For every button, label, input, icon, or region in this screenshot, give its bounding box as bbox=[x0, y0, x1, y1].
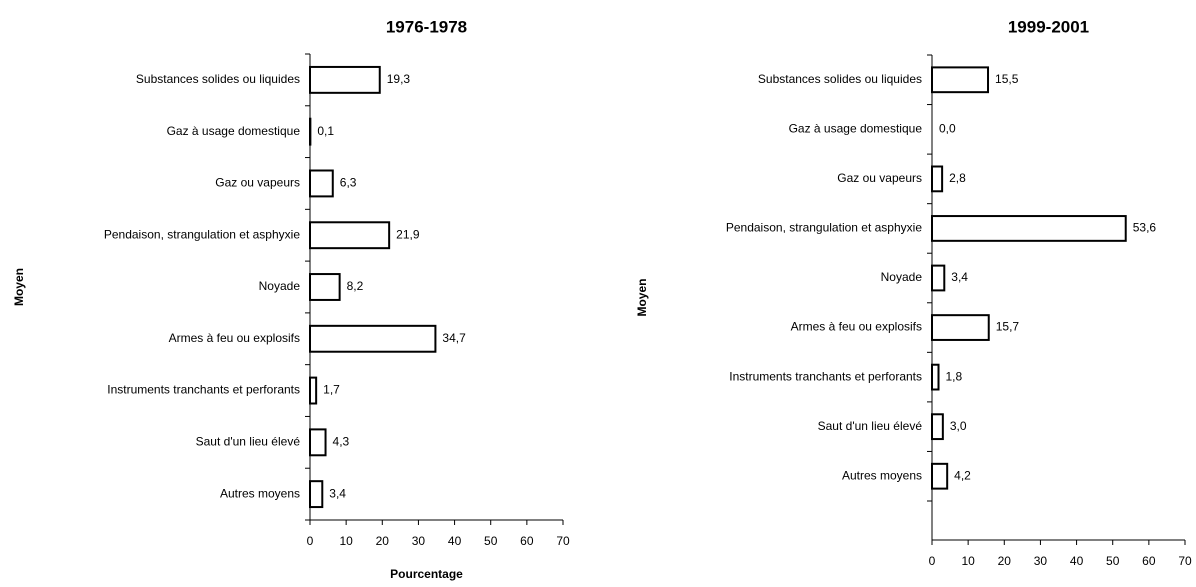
value-label: 1,7 bbox=[323, 383, 340, 397]
bar bbox=[310, 481, 322, 507]
x-tick-label: 20 bbox=[376, 534, 390, 548]
bar bbox=[932, 67, 988, 92]
y-tick-label: Gaz à usage domestique bbox=[167, 124, 301, 138]
x-tick-label: 0 bbox=[929, 554, 936, 568]
bar bbox=[310, 326, 435, 352]
value-label: 21,9 bbox=[396, 227, 420, 241]
y-tick-label: Noyade bbox=[259, 279, 301, 293]
bar bbox=[932, 365, 939, 390]
value-label: 8,2 bbox=[347, 279, 364, 293]
x-tick-label: 40 bbox=[448, 534, 462, 548]
y-tick-label: Gaz ou vapeurs bbox=[837, 171, 922, 185]
value-label: 15,5 bbox=[995, 72, 1019, 86]
y-tick-label: Autres moyens bbox=[842, 468, 922, 482]
y-tick-label: Substances solides ou liquides bbox=[136, 72, 300, 86]
chart-title: 1976-1978 bbox=[386, 17, 467, 36]
x-tick-label: 70 bbox=[1178, 554, 1192, 568]
x-tick-label: 0 bbox=[307, 534, 314, 548]
x-tick-label: 70 bbox=[556, 534, 570, 548]
x-tick-label: 30 bbox=[1034, 554, 1048, 568]
y-tick-label: Substances solides ou liquides bbox=[758, 72, 922, 86]
y-tick-label: Saut d'un lieu élevé bbox=[818, 419, 923, 433]
y-axis-title: Moyen bbox=[12, 268, 26, 306]
x-tick-label: 60 bbox=[520, 534, 534, 548]
value-label: 53,6 bbox=[1133, 221, 1157, 235]
y-tick-label: Saut d'un lieu élevé bbox=[196, 435, 301, 449]
y-tick-label: Autres moyens bbox=[220, 486, 300, 500]
bar bbox=[932, 464, 947, 489]
bar bbox=[310, 429, 326, 455]
x-tick-label: 60 bbox=[1142, 554, 1156, 568]
value-label: 6,3 bbox=[340, 176, 357, 190]
bar bbox=[310, 274, 340, 300]
chart-title: 1999-2001 bbox=[1008, 17, 1089, 36]
y-tick-label: Instruments tranchants et perforants bbox=[729, 369, 922, 383]
x-axis-title: Pourcentage bbox=[390, 567, 463, 581]
y-tick-label: Gaz à usage domestique bbox=[789, 122, 923, 136]
bar bbox=[932, 167, 942, 192]
y-tick-label: Armes à feu ou explosifs bbox=[169, 331, 300, 345]
bar bbox=[932, 266, 944, 291]
x-tick-label: 50 bbox=[1106, 554, 1120, 568]
bar bbox=[932, 414, 943, 439]
value-label: 4,2 bbox=[954, 468, 971, 482]
x-tick-label: 50 bbox=[484, 534, 498, 548]
value-label: 15,7 bbox=[996, 320, 1020, 334]
bar bbox=[932, 216, 1126, 241]
y-tick-label: Armes à feu ou explosifs bbox=[791, 320, 922, 334]
bar bbox=[310, 378, 316, 404]
y-tick-label: Instruments tranchants et perforants bbox=[107, 383, 300, 397]
bar bbox=[310, 171, 333, 197]
bar bbox=[310, 67, 380, 93]
value-label: 3,4 bbox=[951, 270, 968, 284]
x-tick-label: 10 bbox=[961, 554, 975, 568]
y-tick-label: Noyade bbox=[881, 270, 923, 284]
value-label: 0,0 bbox=[939, 122, 956, 136]
value-label: 0,1 bbox=[317, 124, 334, 138]
value-label: 19,3 bbox=[387, 72, 411, 86]
value-label: 1,8 bbox=[946, 369, 963, 383]
value-label: 2,8 bbox=[949, 171, 966, 185]
value-label: 4,3 bbox=[333, 435, 350, 449]
value-label: 3,4 bbox=[329, 486, 346, 500]
x-tick-label: 10 bbox=[339, 534, 353, 548]
y-axis-title: Moyen bbox=[635, 278, 649, 316]
x-tick-label: 20 bbox=[998, 554, 1012, 568]
x-tick-label: 40 bbox=[1070, 554, 1084, 568]
value-label: 3,0 bbox=[950, 419, 967, 433]
bar bbox=[932, 315, 989, 340]
value-label: 34,7 bbox=[442, 331, 466, 345]
bar bbox=[310, 222, 389, 248]
x-tick-label: 30 bbox=[412, 534, 426, 548]
y-tick-label: Gaz ou vapeurs bbox=[215, 176, 300, 190]
y-tick-label: Pendaison, strangulation et asphyxie bbox=[104, 227, 300, 241]
y-tick-label: Pendaison, strangulation et asphyxie bbox=[726, 221, 922, 235]
